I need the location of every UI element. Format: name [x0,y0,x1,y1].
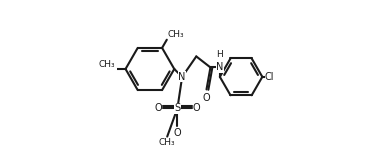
Text: H: H [217,50,223,59]
Text: S: S [174,103,181,113]
Text: O: O [174,128,181,138]
Text: N: N [216,62,224,72]
Text: CH₃: CH₃ [159,138,176,147]
Text: O: O [203,93,210,103]
Text: O: O [192,103,200,113]
Text: CH₃: CH₃ [168,30,184,39]
Text: Cl: Cl [265,72,274,82]
Text: CH₃: CH₃ [99,60,115,68]
Text: N: N [178,72,186,82]
Text: O: O [155,103,163,113]
